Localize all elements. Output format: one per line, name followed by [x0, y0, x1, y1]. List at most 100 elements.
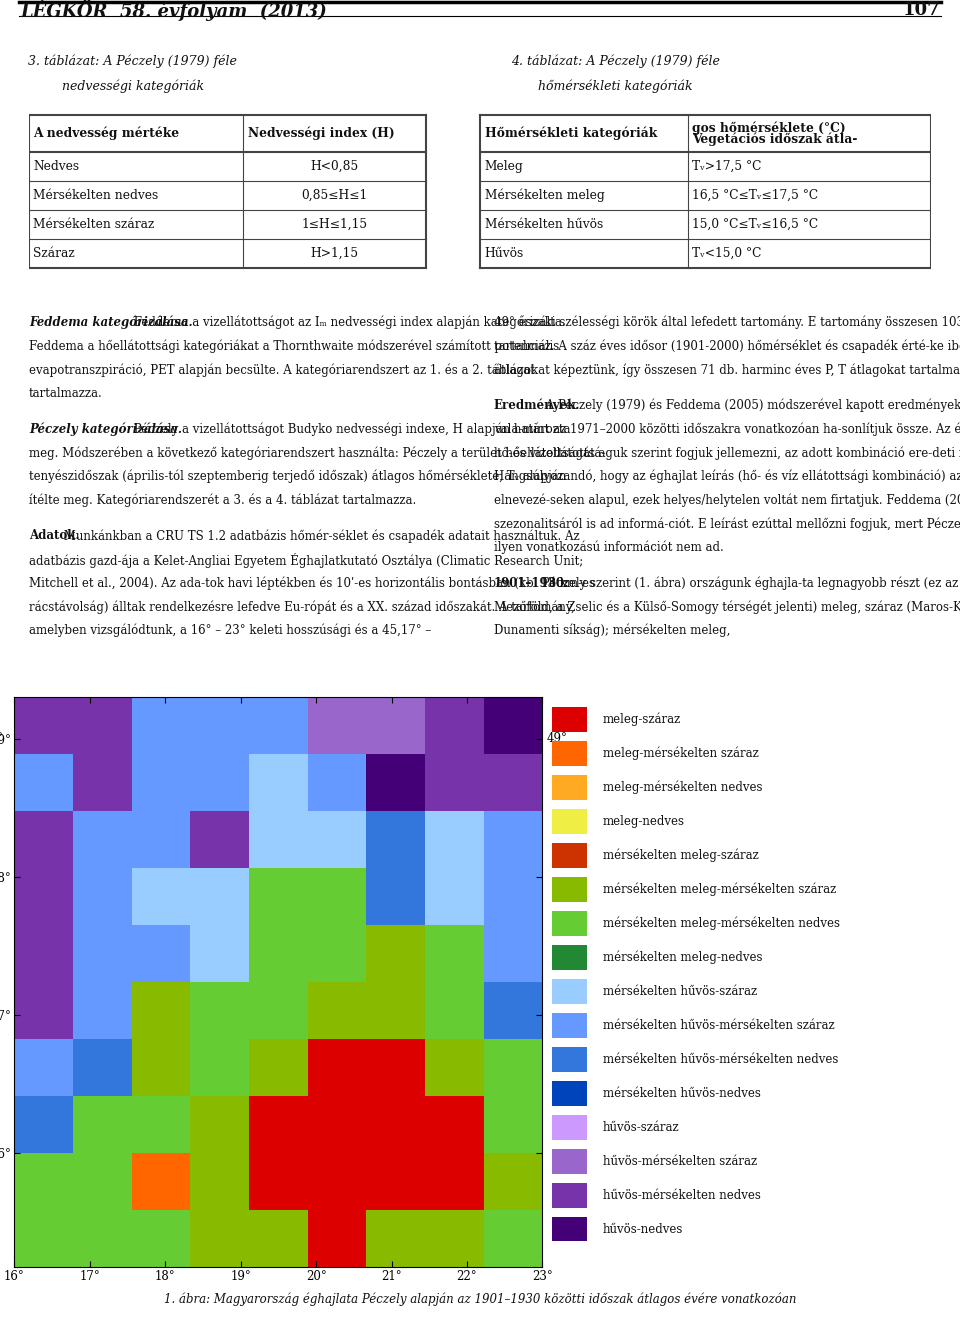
- Bar: [14, 1096, 73, 1153]
- Text: Mérsékelten nedves: Mérsékelten nedves: [34, 189, 158, 201]
- Bar: [249, 1039, 308, 1096]
- Bar: [552, 1218, 587, 1242]
- Text: Nedves: Nedves: [34, 160, 80, 173]
- Text: mérsékelten hűvös-száraz: mérsékelten hűvös-száraz: [603, 984, 756, 998]
- Text: Feddema kategórizálása.: Feddema kategórizálása.: [29, 316, 192, 330]
- Bar: [308, 869, 367, 925]
- Text: hűvös-száraz: hűvös-száraz: [603, 1121, 679, 1134]
- Bar: [308, 982, 367, 1039]
- Text: LÉGKÖR  58. évfolyam  (2013): LÉGKÖR 58. évfolyam (2013): [20, 0, 326, 21]
- Bar: [249, 869, 308, 925]
- Bar: [14, 925, 73, 982]
- Bar: [425, 811, 484, 868]
- Text: Péczely kategórizálása.: Péczely kategórizálása.: [29, 422, 181, 436]
- Bar: [367, 697, 425, 754]
- Text: vala-mint az 1971–2000 közötti időszakra vonatkozóan ha-sonlítjuk össze. Az égha: vala-mint az 1971–2000 közötti időszakra…: [493, 422, 960, 436]
- Text: 1≤H≤1,15: 1≤H≤1,15: [301, 217, 368, 231]
- Bar: [484, 925, 542, 982]
- Bar: [367, 869, 425, 925]
- Bar: [132, 697, 190, 754]
- Bar: [367, 925, 425, 982]
- Bar: [552, 979, 587, 1003]
- Bar: [132, 982, 190, 1039]
- Text: mérsékelten meleg-mérsékelten száraz: mérsékelten meleg-mérsékelten száraz: [603, 882, 836, 896]
- Text: 49°: 49°: [0, 732, 3, 746]
- Text: 16,5 °C≤Tᵥ≤17,5 °C: 16,5 °C≤Tᵥ≤17,5 °C: [692, 189, 818, 201]
- Bar: [73, 1153, 132, 1210]
- Bar: [425, 982, 484, 1039]
- Bar: [552, 1183, 587, 1207]
- Text: hűvös-mérsékelten nedves: hűvös-mérsékelten nedves: [603, 1188, 760, 1202]
- Text: meleg-nedves: meleg-nedves: [603, 815, 684, 829]
- Bar: [249, 1096, 308, 1153]
- Bar: [249, 1153, 308, 1210]
- Text: Péczely a vizellátottságot Budyko nedvességi indexe, H alapján határozta: Péczely a vizellátottságot Budyko nedves…: [131, 422, 571, 436]
- Bar: [14, 697, 73, 754]
- Text: H<0,85: H<0,85: [310, 160, 359, 173]
- Bar: [190, 1153, 249, 1210]
- Text: meleg-száraz: meleg-száraz: [603, 713, 681, 727]
- Bar: [132, 811, 190, 868]
- Bar: [132, 1210, 190, 1267]
- Bar: [308, 1039, 367, 1096]
- Text: hőmérsékleti kategóriák: hőmérsékleti kategóriák: [538, 80, 693, 94]
- Bar: [552, 1116, 587, 1140]
- Bar: [14, 811, 73, 868]
- Bar: [73, 811, 132, 868]
- Text: Mérsékelten meleg: Mérsékelten meleg: [485, 189, 604, 202]
- Bar: [190, 1039, 249, 1096]
- Bar: [190, 1096, 249, 1153]
- Bar: [308, 1210, 367, 1267]
- Bar: [190, 925, 249, 982]
- Bar: [190, 754, 249, 811]
- Bar: [132, 925, 190, 982]
- Bar: [308, 754, 367, 811]
- Text: szezonalitsáról is ad informá-ciót. E leírást ezúttal mellőzni fogjuk, mert Pécz: szezonalitsáról is ad informá-ciót. E le…: [493, 518, 960, 531]
- Bar: [190, 697, 249, 754]
- Bar: [552, 1081, 587, 1105]
- Text: Mitchell et al., 2004). Az ada-tok havi léptékben és 10ʹ-es horizontális bontásb: Mitchell et al., 2004). Az ada-tok havi …: [29, 577, 595, 590]
- Text: mérsékelten hűvös-mérsékelten nedves: mérsékelten hűvös-mérsékelten nedves: [603, 1053, 838, 1066]
- Bar: [190, 811, 249, 868]
- Text: 4. táblázat: A Péczely (1979) féle: 4. táblázat: A Péczely (1979) féle: [511, 55, 720, 68]
- Bar: [367, 1096, 425, 1153]
- Bar: [249, 982, 308, 1039]
- Bar: [190, 982, 249, 1039]
- Text: Mérsékelten hűvös: Mérsékelten hűvös: [485, 217, 603, 231]
- Bar: [73, 697, 132, 754]
- Bar: [552, 945, 587, 970]
- Bar: [425, 1153, 484, 1210]
- Bar: [552, 1149, 587, 1173]
- Bar: [367, 1039, 425, 1096]
- Text: Száraz: Száraz: [34, 247, 75, 260]
- Bar: [308, 811, 367, 868]
- Text: meleg-mérsékelten nedves: meleg-mérsékelten nedves: [603, 780, 762, 794]
- Text: Péczely szerint (1. ábra) országunk éghajla-ta legnagyobb részt (ez az Alföld, a: Péczely szerint (1. ábra) országunk égha…: [538, 577, 960, 590]
- Bar: [14, 1039, 73, 1096]
- Bar: [484, 1039, 542, 1096]
- Text: hűvös-mérsékelten száraz: hűvös-mérsékelten száraz: [603, 1155, 756, 1168]
- Bar: [73, 1039, 132, 1096]
- Bar: [73, 1096, 132, 1153]
- Text: Hűvös: Hűvös: [485, 247, 524, 260]
- Text: adatbázis gazd-ája a Kelet-Angliai Egyetem Éghajlatkutató Osztálya (Climatic Res: adatbázis gazd-ája a Kelet-Angliai Egyet…: [29, 552, 583, 567]
- Bar: [552, 775, 587, 799]
- Bar: [425, 1039, 484, 1096]
- Bar: [14, 869, 73, 925]
- Bar: [190, 1210, 249, 1267]
- Bar: [367, 1210, 425, 1267]
- Bar: [308, 925, 367, 982]
- Bar: [73, 754, 132, 811]
- Bar: [552, 877, 587, 901]
- Text: Eredmények.: Eredmények.: [493, 398, 580, 412]
- Bar: [552, 912, 587, 936]
- Bar: [132, 1153, 190, 1210]
- Bar: [73, 982, 132, 1039]
- Text: Munkánkban a CRU TS 1.2 adatbázis hőmér-séklet és csapadék adatait használtuk. A: Munkánkban a CRU TS 1.2 adatbázis hőmér-…: [60, 530, 579, 543]
- Bar: [249, 1210, 308, 1267]
- Bar: [73, 869, 132, 925]
- Bar: [132, 1096, 190, 1153]
- Bar: [425, 697, 484, 754]
- Bar: [484, 1153, 542, 1210]
- Bar: [249, 925, 308, 982]
